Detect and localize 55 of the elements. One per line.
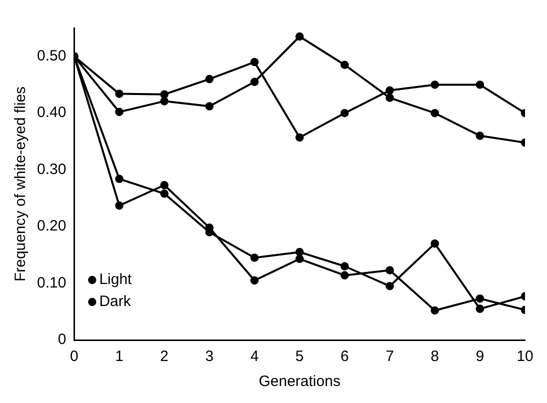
point — [386, 266, 394, 274]
y-axis-title: Frequency of white-eyed flies — [12, 86, 30, 282]
x-tick-label: 7 — [386, 348, 394, 366]
point — [160, 180, 169, 190]
point — [340, 108, 349, 118]
point — [430, 239, 439, 248]
x-tick-label: 3 — [205, 348, 214, 366]
x-tick-label: 6 — [340, 348, 349, 366]
point — [430, 306, 439, 315]
point — [295, 32, 304, 41]
point — [250, 254, 259, 262]
point — [250, 78, 259, 86]
point — [115, 108, 124, 116]
point — [250, 276, 259, 285]
y-tick-label: 0.30 — [36, 160, 66, 178]
point — [160, 90, 169, 99]
point — [386, 282, 394, 290]
x-tick-label: 0 — [70, 348, 78, 366]
point — [476, 132, 484, 140]
x-tick-label: 8 — [430, 348, 440, 366]
x-tick-label: 5 — [295, 348, 304, 366]
point — [476, 304, 484, 313]
point — [160, 189, 169, 198]
point — [295, 133, 304, 142]
point — [386, 94, 394, 102]
point — [205, 102, 214, 110]
point — [386, 86, 394, 95]
legend-label: Light — [99, 271, 133, 288]
x-tick-label: 1 — [115, 348, 124, 366]
point — [340, 262, 349, 270]
y-tick-label: 0.10 — [36, 274, 66, 292]
point — [115, 174, 124, 184]
point — [160, 97, 169, 106]
y-tick-label: 0.40 — [36, 104, 66, 122]
point — [476, 80, 484, 89]
point — [340, 271, 349, 280]
legend-label: Dark — [99, 293, 132, 310]
x-tick-label: 4 — [250, 348, 259, 366]
point — [295, 248, 304, 256]
point — [476, 294, 484, 303]
point — [205, 74, 214, 84]
point — [340, 60, 349, 70]
point — [250, 58, 259, 66]
point — [115, 201, 124, 210]
point — [430, 108, 439, 118]
y-tick-label: 0.20 — [36, 218, 66, 235]
point — [430, 80, 439, 89]
y-tick-label: 0.50 — [36, 48, 66, 65]
point — [295, 254, 304, 264]
x-tick-label: 9 — [476, 348, 484, 366]
y-tick-label: 0 — [58, 331, 66, 348]
x-axis-title: Generations — [258, 373, 340, 390]
x-tick-label: 10 — [516, 348, 534, 366]
point — [115, 90, 124, 98]
x-tick-label: 2 — [160, 348, 169, 366]
